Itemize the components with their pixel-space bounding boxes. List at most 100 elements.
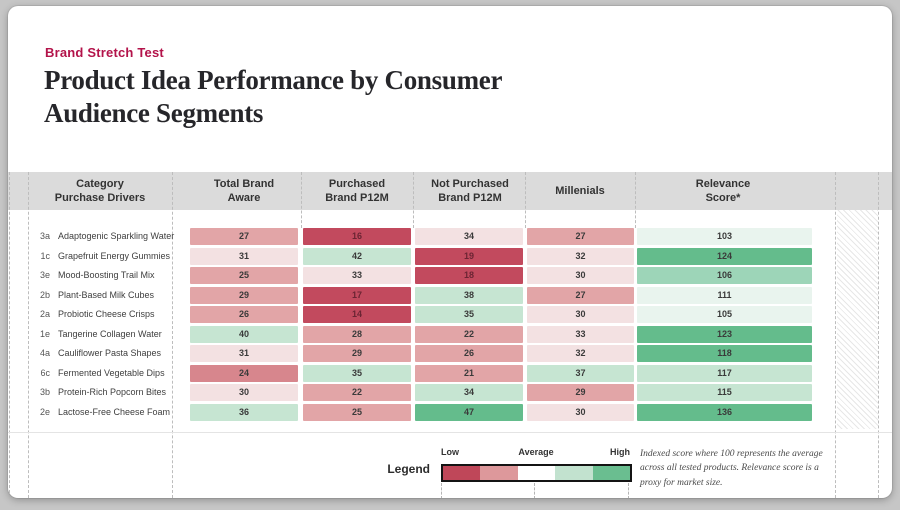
- heatmap-cell: 37: [527, 364, 634, 382]
- legend-label: Legend: [387, 462, 430, 476]
- heatmap-cell: 17: [303, 286, 411, 304]
- row-code: 3e: [39, 270, 50, 280]
- row-code: 1e: [39, 328, 50, 339]
- heatmap-cell: 22: [415, 325, 523, 343]
- legend-low-label: Low: [441, 447, 459, 457]
- heatmap-cell: 30: [190, 384, 298, 401]
- heatmap-cell: 36: [190, 403, 298, 421]
- heatmap-cell: 117: [637, 364, 812, 382]
- legend-tick: [628, 483, 629, 498]
- heatmap-cell: 16: [303, 228, 411, 245]
- legend-segment: [443, 466, 481, 480]
- footer-separator: [8, 432, 892, 433]
- row-code: 2b: [39, 289, 50, 300]
- grid-guide-line: [172, 172, 173, 498]
- table-row: 2e Lactose-Free Cheese Foam 36 25 47 30 136: [8, 403, 892, 421]
- heatmap-cell: 29: [303, 345, 411, 362]
- row-label: Grapefruit Energy Gummies: [58, 250, 171, 261]
- heatmap-cell: 29: [190, 286, 298, 304]
- heatmap-cell: 118: [637, 345, 812, 362]
- table-row: 1c Grapefruit Energy Gummies 31 42 19 32 124: [8, 247, 892, 265]
- heatmap-cell: 27: [190, 228, 298, 245]
- heatmap-cell: 24: [190, 364, 298, 382]
- column-header-millenials: Millenials: [555, 184, 605, 197]
- heatmap-cell: 33: [527, 325, 634, 343]
- row-label: Probiotic Cheese Crisps: [58, 309, 155, 319]
- row-code: 2a: [39, 309, 50, 319]
- heatmap-cell: 30: [527, 403, 634, 421]
- heatmap-cell: 31: [190, 247, 298, 265]
- heatmap-cell: 38: [415, 286, 523, 304]
- heatmap-cell: 124: [637, 247, 812, 265]
- page-title: Product Idea Performance by Consumer Aud…: [44, 64, 564, 130]
- grid-guide-line: [28, 172, 29, 498]
- row-label: Plant-Based Milk Cubes: [58, 289, 155, 300]
- row-label: Protein-Rich Popcorn Bites: [58, 387, 167, 397]
- heatmap-cell: 33: [303, 267, 411, 284]
- title-line-2: Audience Segments: [44, 97, 264, 128]
- row-label: Lactose-Free Cheese Foam: [58, 406, 171, 417]
- table-header-bar: [8, 172, 892, 210]
- table-row: 3b Protein-Rich Popcorn Bites 30 22 34 29 115: [8, 384, 892, 401]
- report-card: Brand Stretch Test Product Idea Performa…: [8, 6, 892, 498]
- row-label: Tangerine Collagen Water: [58, 328, 162, 339]
- column-header-relevance-score: Relevance Score*: [695, 177, 751, 204]
- row-code: 3b: [39, 387, 50, 397]
- heatmap-cell: 18: [415, 267, 523, 284]
- row-code: 2e: [39, 406, 50, 417]
- heatmap-cell: 25: [303, 403, 411, 421]
- heatmap-cell: 42: [303, 247, 411, 265]
- column-header-not-purchased-p12m: Not Purchased Brand P12M: [431, 177, 509, 204]
- heatmap-cell: 26: [415, 345, 523, 362]
- table-row: 2a Probiotic Cheese Crisps 26 14 35 30 105: [8, 306, 892, 323]
- row-label: Cauliflower Pasta Shapes: [58, 348, 162, 358]
- heatmap-cell: 106: [637, 267, 812, 284]
- legend-tick: [441, 483, 442, 498]
- row-label: Mood-Boosting Trail Mix: [58, 270, 155, 280]
- heatmap-cell: 28: [303, 325, 411, 343]
- heatmap-cell: 115: [637, 384, 812, 401]
- heatmap-cell: 136: [637, 403, 812, 421]
- legend-tick: [534, 483, 535, 498]
- heatmap-cell: 123: [637, 325, 812, 343]
- column-header-category: Category Purchase Drivers: [54, 177, 146, 204]
- legend-segment: [517, 466, 556, 480]
- legend-high-label: High: [610, 447, 630, 457]
- heatmap-cell: 19: [415, 247, 523, 265]
- legend-segment: [592, 466, 631, 480]
- table-row: 2b Plant-Based Milk Cubes 29 17 38 27 111: [8, 286, 892, 304]
- heatmap-cell: 30: [527, 267, 634, 284]
- cropped-column-hatch: [837, 210, 878, 429]
- row-label: Fermented Vegetable Dips: [58, 367, 165, 378]
- title-line-1: Product Idea Performance by Consumer: [44, 65, 503, 95]
- table-row: 3e Mood-Boosting Trail Mix 25 33 18 30 106: [8, 267, 892, 284]
- grid-guide-line: [9, 172, 10, 498]
- heatmap-cell: 40: [190, 325, 298, 343]
- heatmap-cell: 34: [415, 228, 523, 245]
- heatmap-cell: 32: [527, 345, 634, 362]
- heatmap-cell: 111: [637, 286, 812, 304]
- table-row: 4a Cauliflower Pasta Shapes 31 29 26 32 118: [8, 345, 892, 362]
- heatmap-cell: 26: [190, 306, 298, 323]
- heatmap-cell: 47: [415, 403, 523, 421]
- heatmap-cell: 27: [527, 228, 634, 245]
- eyebrow-label: Brand Stretch Test: [45, 45, 164, 60]
- table-row: 3a Adaptogenic Sparkling Water 27 16 34 27 103: [8, 228, 892, 245]
- legend-color-scale: [441, 464, 632, 482]
- heatmap-cell: 103: [637, 228, 812, 245]
- heatmap-cell: 35: [415, 306, 523, 323]
- row-label: Adaptogenic Sparkling Water: [58, 231, 175, 241]
- heatmap-cell: 32: [527, 247, 634, 265]
- legend-segment: [555, 466, 593, 480]
- column-header-total-brand-aware: Total Brand Aware: [213, 177, 275, 204]
- column-header-purchased-p12m: Purchased Brand P12M: [325, 177, 389, 204]
- footnote-text: Indexed score where 100 represents the a…: [640, 449, 823, 488]
- grid-guide-line: [878, 172, 879, 498]
- row-code: 1c: [40, 250, 50, 261]
- row-code: 6c: [40, 367, 50, 378]
- grid-guide-line: [413, 172, 414, 228]
- heatmap-cell: 22: [303, 384, 411, 401]
- grid-guide-line: [301, 172, 302, 228]
- legend-segment: [480, 466, 518, 480]
- heatmap-cell: 25: [190, 267, 298, 284]
